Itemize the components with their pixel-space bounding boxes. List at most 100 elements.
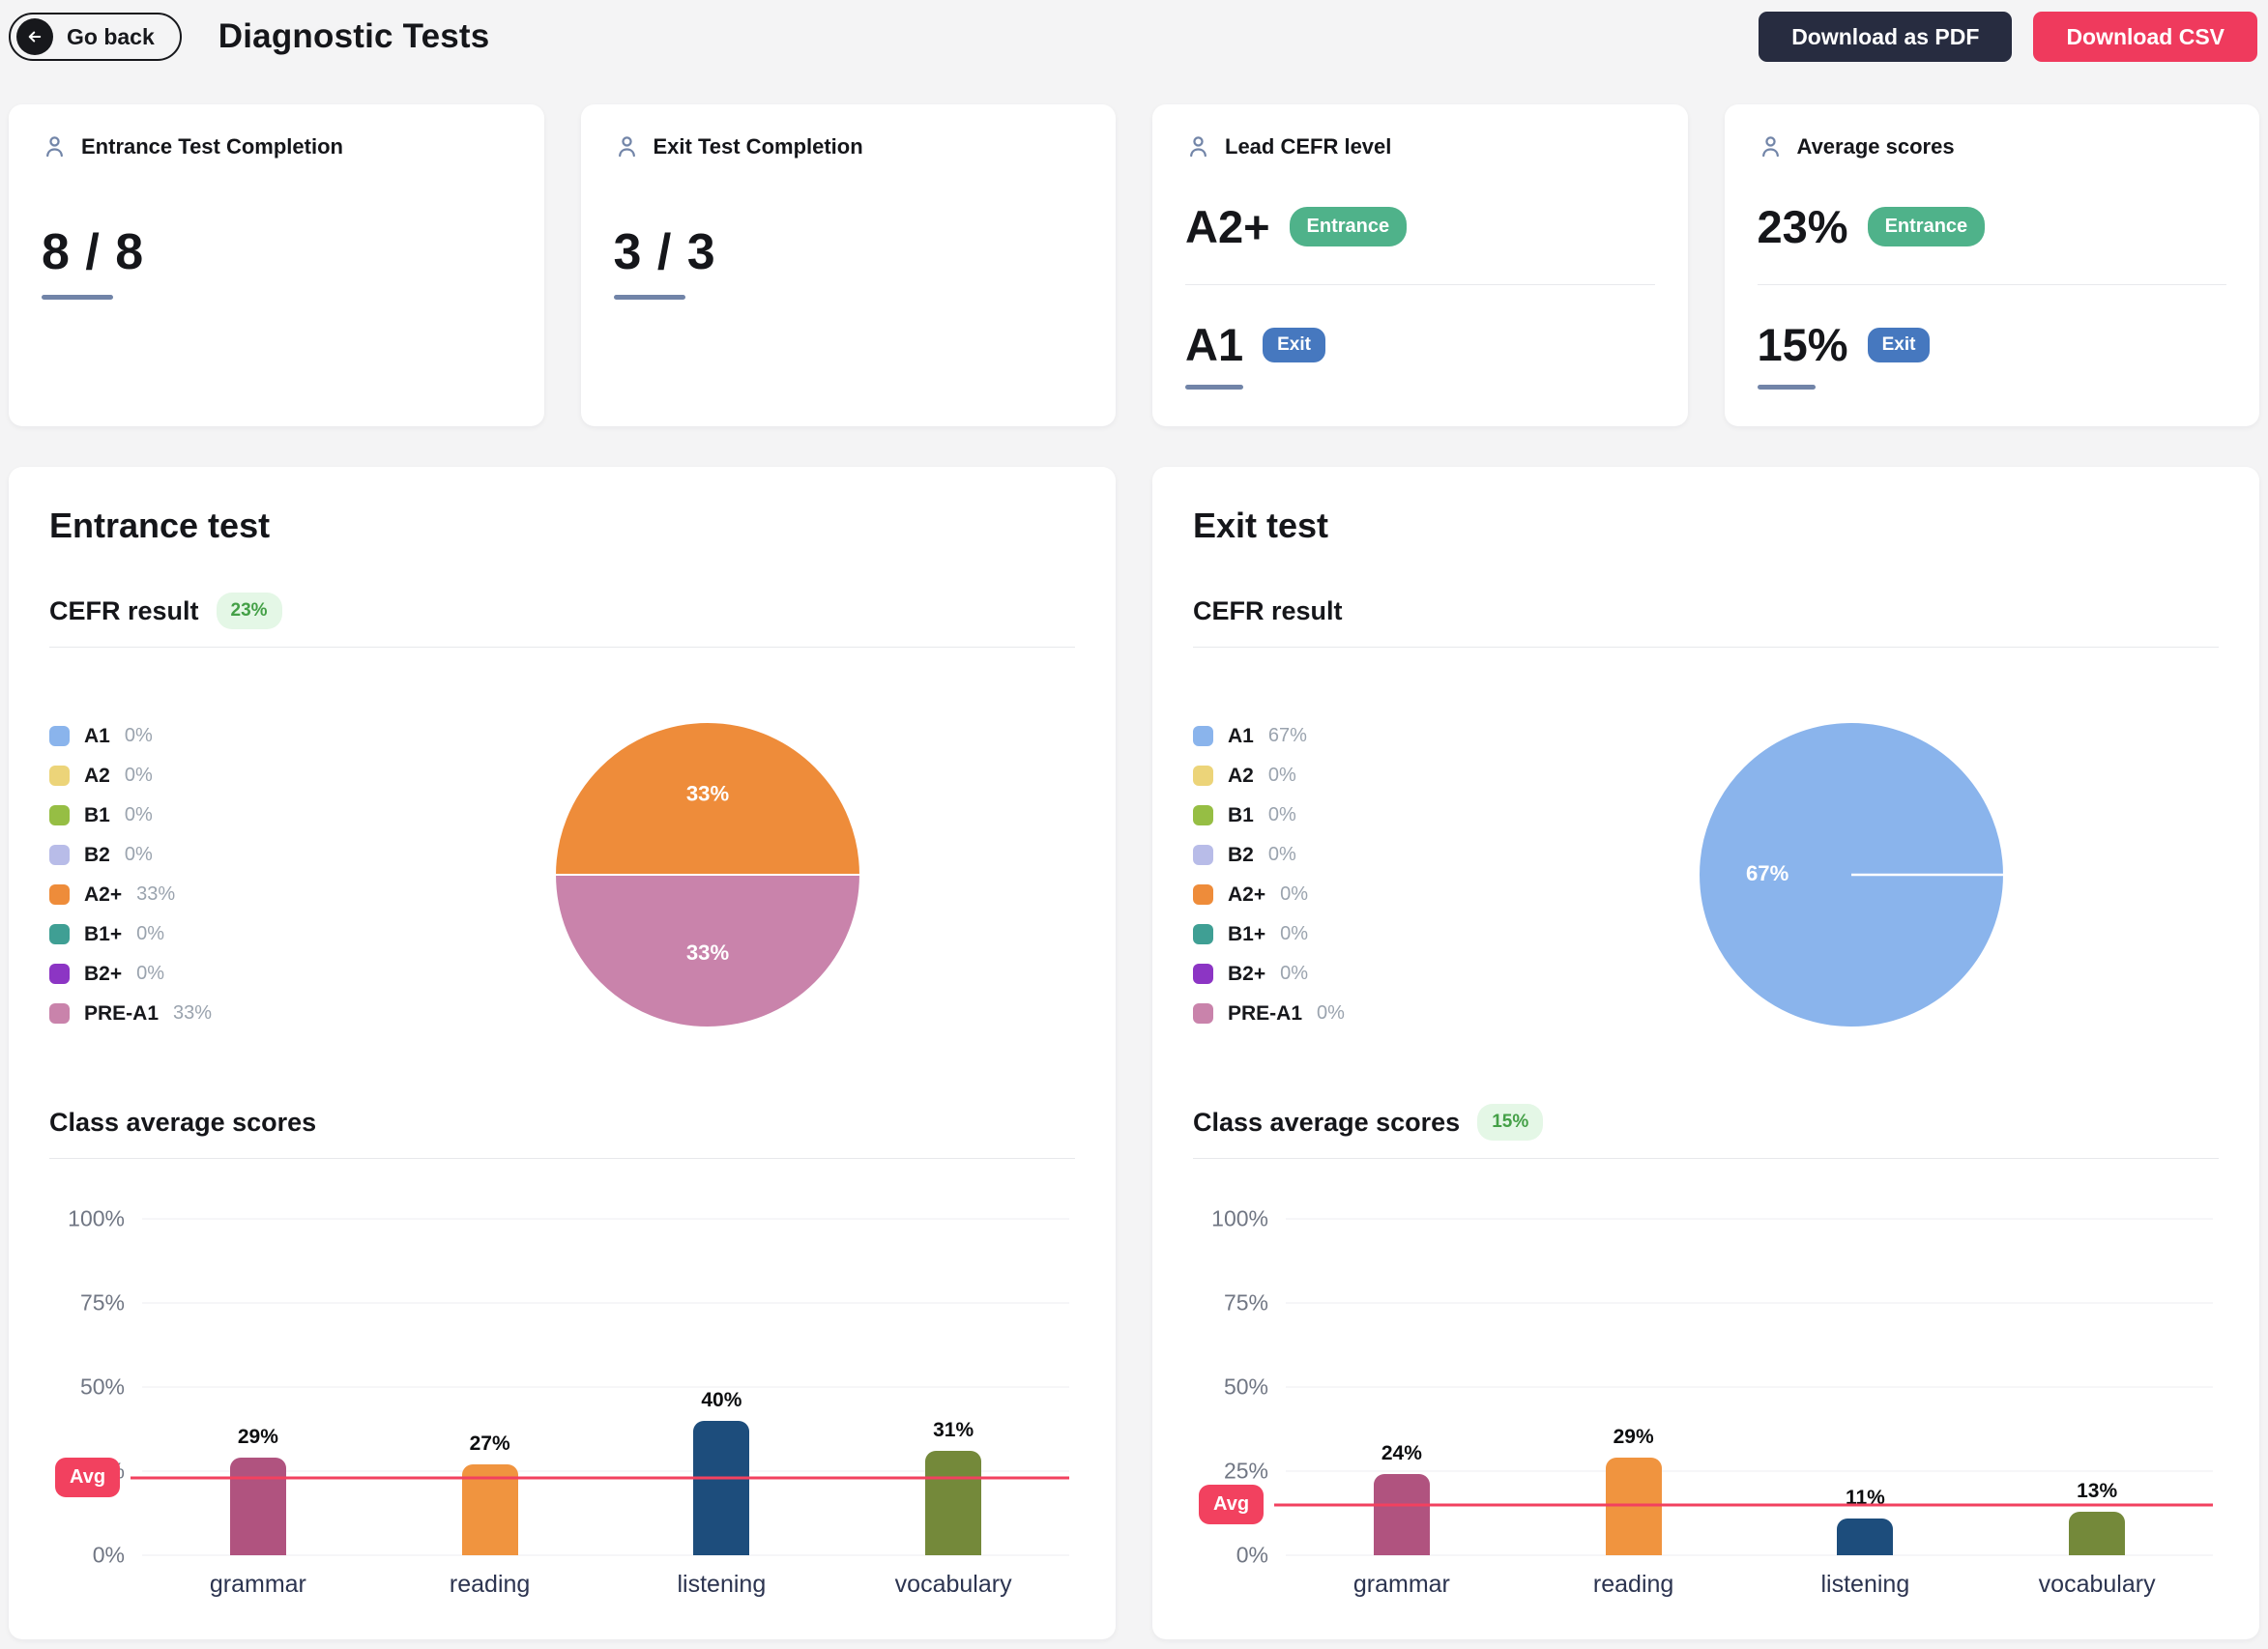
- cefr-percentage-badge: 23%: [216, 593, 282, 629]
- legend-item-b2: B2 0%: [1193, 837, 1483, 873]
- average-pill: Avg: [55, 1458, 121, 1498]
- x-axis-label: listening: [1820, 1571, 1910, 1598]
- x-axis-label: vocabulary: [894, 1571, 1012, 1598]
- legend-swatch: [1193, 845, 1213, 865]
- x-axis-labels: grammar reading listening vocabulary: [1286, 1571, 2213, 1599]
- legend-label: B1+: [84, 922, 123, 945]
- completion-value: 3 / 3: [613, 224, 716, 280]
- bar-value-label: 11%: [1845, 1486, 1885, 1509]
- go-back-button[interactable]: Go back: [9, 13, 182, 61]
- entrance-score-row: 23% Entrance: [1758, 200, 2227, 253]
- value-underline: [1757, 385, 1816, 390]
- section-title: CEFR result: [49, 595, 199, 625]
- y-tick-label: 25%: [1223, 1458, 1268, 1484]
- pie-slice-pre-a1: [553, 873, 861, 1028]
- legend-value: 33%: [173, 1002, 213, 1024]
- pie-slice-a2+: [553, 721, 861, 877]
- x-axis-label: reading: [449, 1571, 531, 1598]
- legend-item-b1: B1 0%: [49, 797, 339, 833]
- legend-label: A2: [84, 764, 110, 787]
- legend-item-a2: A2 0%: [1193, 758, 1483, 794]
- x-axis-labels: grammar reading listening vocabulary: [142, 1571, 1069, 1599]
- legend-item-pre-a1: PRE-A1 0%: [1193, 996, 1483, 1031]
- legend-value: 0%: [1280, 883, 1309, 905]
- download-pdf-button[interactable]: Download as PDF: [1759, 12, 2013, 62]
- legend-swatch: [49, 1003, 70, 1024]
- legend-swatch: [1193, 924, 1213, 944]
- legend-value: 0%: [124, 765, 153, 786]
- entrance-level-value: A2+: [1185, 201, 1270, 252]
- header-actions: Download as PDF Download CSV: [1759, 12, 2257, 62]
- bar-vocabulary: 13%: [2069, 1480, 2126, 1555]
- legend-label: PRE-A1: [1228, 1001, 1303, 1025]
- legend-value: 0%: [124, 844, 153, 865]
- bar-cell-vocabulary: 31%: [837, 1219, 1069, 1555]
- legend-label: B2+: [1228, 962, 1266, 985]
- bar-value-label: 31%: [933, 1419, 974, 1442]
- legend-item-a2+: A2+ 33%: [49, 877, 339, 912]
- stat-card-lead-cefr-level: Lead CEFR level A2+ Entrance A1 Exit: [1152, 104, 1688, 426]
- download-csv-button[interactable]: Download CSV: [2033, 12, 2257, 62]
- legend-item-b2+: B2+ 0%: [1193, 956, 1483, 992]
- entrance-score-value: 23%: [1757, 201, 1848, 252]
- legend-label: B1+: [1228, 922, 1266, 945]
- legend-swatch: [49, 805, 70, 825]
- legend-item-a2+: A2+ 0%: [1193, 877, 1483, 912]
- cefr-result-header: CEFR result 23%: [49, 591, 1075, 631]
- legend-label: B2: [84, 843, 110, 866]
- bar-cell-reading: 27%: [374, 1219, 606, 1555]
- pie-chart: 67%: [1697, 721, 2005, 1028]
- legend-label: B1: [84, 803, 110, 826]
- y-tick-label: 0%: [1236, 1542, 1268, 1568]
- legend-swatch: [49, 766, 70, 786]
- legend-value: 0%: [136, 963, 165, 984]
- cefr-pie-block: A1 67% A2 0% B1 0% B2 0% A2+ 0% B1+ 0% B2+ 0% PRE-A1 0%…: [1193, 692, 2219, 1057]
- legend-value: 0%: [124, 804, 153, 825]
- class-average-bar-chart: 100% 75% 50% 25% 0% 24% 29% 11% 13% Avg grammar rea…: [1193, 1206, 2219, 1599]
- value-underline: [1185, 385, 1243, 390]
- entrance-badge: Entrance: [1289, 207, 1408, 246]
- cefr-pie-wrap: 33% 33%: [339, 719, 1075, 1030]
- gridline: [1286, 1470, 2213, 1472]
- exit-badge: Exit: [1263, 327, 1325, 362]
- panel-title: Entrance test: [49, 506, 271, 545]
- gridline: [142, 1302, 1069, 1304]
- page-title: Diagnostic Tests: [218, 17, 490, 55]
- legend-value: 0%: [124, 725, 153, 746]
- legend-value: 0%: [1267, 765, 1296, 786]
- x-axis-label: reading: [1592, 1571, 1674, 1598]
- exit-badge: Exit: [1867, 327, 1931, 362]
- bar-plot: 100%75%50%25%0%29%27%40%31%Avg: [55, 1206, 1069, 1568]
- y-tick-label: 0%: [92, 1542, 125, 1568]
- go-back-label: Go back: [67, 23, 155, 49]
- legend-item-b2: B2 0%: [49, 837, 339, 873]
- scores-percentage-badge: 15%: [1477, 1104, 1544, 1141]
- y-tick-label: 100%: [68, 1205, 125, 1231]
- legend-label: B2+: [84, 962, 123, 985]
- bar-cell-listening: 40%: [606, 1219, 838, 1555]
- card-title: Exit Test Completion: [653, 133, 863, 159]
- section-divider: [1193, 1158, 2219, 1159]
- panel-title: Exit test: [1193, 506, 1329, 545]
- x-axis-label: vocabulary: [2038, 1571, 2156, 1598]
- average-pill: Avg: [1199, 1485, 1265, 1525]
- cefr-legend: A1 0% A2 0% B1 0% B2 0% A2+ 33% B1+ 0% B2+ 0% PRE-A1 33…: [49, 718, 339, 1031]
- gridline: [142, 1554, 1069, 1556]
- arrow-left-icon: [16, 18, 53, 55]
- bar-value-label: 40%: [701, 1388, 742, 1411]
- legend-item-pre-a1: PRE-A1 33%: [49, 996, 339, 1031]
- legend-item-b2+: B2+ 0%: [49, 956, 339, 992]
- y-tick-label: 75%: [1223, 1289, 1268, 1316]
- legend-value: 0%: [136, 923, 165, 944]
- legend-value: 67%: [1267, 725, 1307, 746]
- person-icon: [1190, 136, 1207, 158]
- pie-slice-label: 33%: [685, 782, 729, 806]
- average-line: Avg: [1199, 1485, 2213, 1525]
- y-tick-label: 50%: [79, 1374, 125, 1400]
- legend-item-a1: A1 0%: [49, 718, 339, 754]
- bar-grammar: 29%: [229, 1426, 286, 1555]
- gridline: [1286, 1554, 2213, 1556]
- legend-item-a2: A2 0%: [49, 758, 339, 794]
- person-icon: [1761, 136, 1779, 158]
- pie-slice-label: 67%: [1745, 861, 1788, 885]
